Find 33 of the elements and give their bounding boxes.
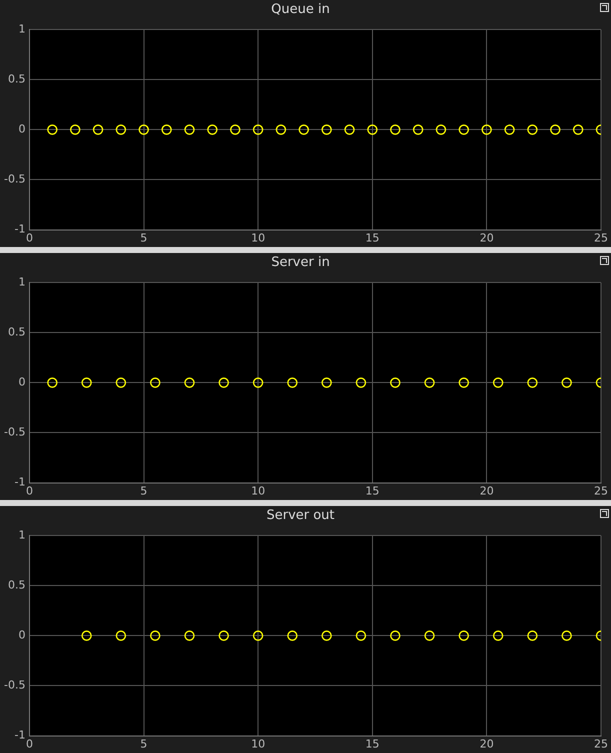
x-tick-label: 20 — [480, 231, 494, 244]
y-tick-label: -1 — [14, 728, 26, 742]
x-tick-label: 25 — [594, 737, 608, 750]
y-tick-label: 1 — [18, 22, 26, 36]
x-tick-label: 5 — [140, 737, 148, 750]
x-tick-label: 20 — [480, 484, 494, 498]
x-tick-label: 5 — [140, 231, 148, 244]
chart-title: Server out — [266, 508, 335, 524]
x-tick-label: 15 — [365, 737, 380, 750]
chart-title: Queue in — [271, 2, 330, 18]
x-tick-label: 5 — [140, 484, 148, 498]
x-tick-label: 15 — [365, 484, 380, 498]
y-tick-label: 0.5 — [8, 326, 26, 339]
y-tick-label: 0.5 — [8, 578, 26, 592]
x-tick-label: 15 — [365, 231, 380, 244]
x-tick-label: 25 — [594, 484, 608, 498]
y-tick-label: 0 — [18, 376, 26, 389]
x-tick-label: 10 — [251, 484, 266, 498]
x-tick-label: 20 — [480, 737, 494, 750]
y-tick-label: -1 — [14, 476, 26, 489]
y-tick-label: 1 — [18, 528, 26, 542]
chart-title: Server in — [271, 255, 330, 270]
x-tick-label: 10 — [251, 231, 266, 244]
y-tick-label: -0.5 — [4, 678, 26, 692]
y-tick-label: -0.5 — [4, 426, 26, 439]
y-tick-label: 0 — [18, 628, 26, 642]
y-tick-label: 0 — [18, 122, 26, 136]
y-tick-label: 0.5 — [8, 72, 26, 86]
x-tick-label: 10 — [251, 737, 266, 750]
x-tick-label: 25 — [594, 231, 608, 244]
y-tick-label: -0.5 — [4, 172, 26, 186]
y-tick-label: 1 — [18, 275, 26, 288]
y-tick-label: -1 — [14, 222, 26, 236]
